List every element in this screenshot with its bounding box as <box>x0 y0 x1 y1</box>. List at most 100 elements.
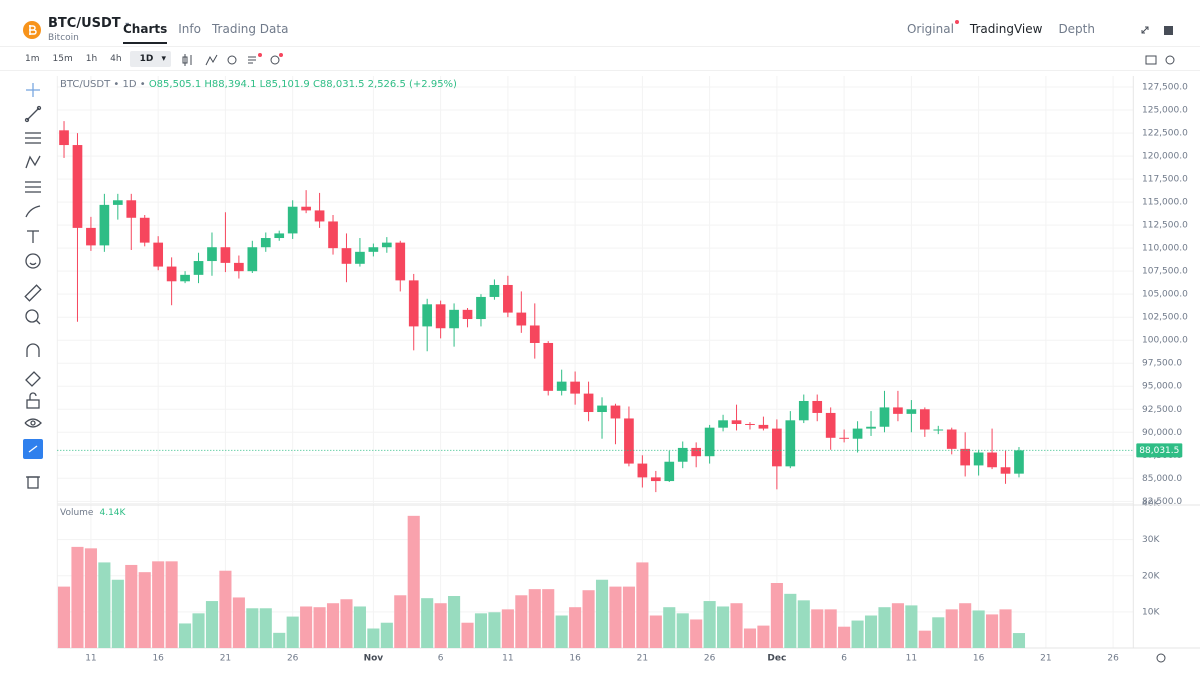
pair[interactable]: BTC/USDT ▾ <box>48 16 130 31</box>
tab[interactable]: Info <box>178 22 201 36</box>
volume-bar <box>219 570 232 648</box>
candle-body <box>220 247 231 263</box>
volume-bar <box>57 586 71 648</box>
volume-bar <box>891 603 904 648</box>
interval-selected[interactable]: 1D ▾ <box>129 51 171 67</box>
candle-body <box>798 400 809 421</box>
y-tick-label: 127,500.0 <box>1142 83 1188 93</box>
y-tick-label: 112,500.0 <box>1142 221 1188 231</box>
volume-bar <box>394 595 407 648</box>
link-icon <box>28 445 38 453</box>
header: BTC/USDT ▾ Bitcoin Charts Info Trading D… <box>0 0 1200 47</box>
pattern-tool[interactable] <box>25 155 41 169</box>
y-tick-label: 82,500.0 <box>1142 497 1182 507</box>
y-tick-label: 85,000.0 <box>1142 474 1182 484</box>
candle-body <box>381 242 392 248</box>
add-icon[interactable] <box>270 55 280 65</box>
plot-background <box>57 76 1134 648</box>
fullscreen-icon[interactable] <box>1164 26 1173 35</box>
candle-type-icon[interactable] <box>182 54 192 66</box>
magnet-tool[interactable] <box>26 343 40 357</box>
x-tick-label: 11 <box>85 654 96 664</box>
candle-body <box>355 251 365 264</box>
candle-body <box>758 424 769 429</box>
indicator-icon[interactable] <box>205 54 218 66</box>
lock-draw-tool[interactable] <box>25 371 41 387</box>
volume-bar <box>474 613 488 648</box>
volume-bar <box>380 622 393 648</box>
x-tick-label: 26 <box>287 654 299 664</box>
legend-low: L85,101.9 <box>259 79 310 90</box>
candle-body <box>449 309 459 329</box>
interval[interactable]: 15m <box>52 54 73 64</box>
candle-body <box>476 296 486 320</box>
volume-bar <box>972 610 985 648</box>
candle-body <box>368 247 379 252</box>
eye-tool[interactable] <box>24 418 42 428</box>
volume-bar <box>690 619 703 648</box>
pair-name: BTC/USDT <box>48 16 121 31</box>
y-tick-label: 125,000.0 <box>1142 106 1188 116</box>
volume-bar <box>192 613 205 648</box>
volume-bar <box>636 562 649 648</box>
candle-body <box>583 393 594 413</box>
volume-bar <box>205 601 219 648</box>
candle-body <box>422 304 433 327</box>
legend-symbol: BTC/USDT <box>60 79 111 90</box>
volume-bar <box>259 608 272 648</box>
x-tick-label: 26 <box>1107 654 1119 664</box>
volume-bar <box>609 586 622 648</box>
line-tool[interactable] <box>24 105 42 123</box>
snapshot-tools <box>1145 55 1175 65</box>
volume-bar <box>421 598 434 648</box>
volume-bar <box>770 583 783 648</box>
interval: 1D <box>139 54 154 64</box>
chart-tools <box>182 53 283 66</box>
candle-body <box>72 145 83 228</box>
view-tab[interactable]: Original <box>906 20 959 36</box>
text-tool[interactable] <box>27 230 39 243</box>
tab[interactable]: Trading Data <box>211 22 289 36</box>
delete-tool[interactable] <box>26 476 40 489</box>
candle-body <box>408 280 419 327</box>
candle-body <box>301 206 311 211</box>
settings-icon[interactable] <box>1156 653 1166 663</box>
emoji-tool[interactable] <box>25 253 41 269</box>
fib-tool[interactable] <box>25 181 41 193</box>
volume-bar <box>488 612 501 648</box>
interval[interactable]: 4h <box>110 54 122 64</box>
y-tick-label: 117,500.0 <box>1142 175 1188 185</box>
volume-bar <box>407 515 420 648</box>
interval[interactable]: 1h <box>85 54 98 64</box>
view-tab[interactable]: TradingView <box>969 22 1043 36</box>
lock-tool[interactable] <box>26 392 40 409</box>
volume-bar <box>555 615 568 648</box>
crosshair-tool[interactable] <box>26 83 40 97</box>
settings-icon[interactable] <box>1165 55 1175 65</box>
candle-body <box>946 429 957 449</box>
interval[interactable]: 1m <box>25 54 40 64</box>
volume-bar <box>784 593 797 648</box>
ruler-tool[interactable] <box>24 284 42 302</box>
tab[interactable]: Charts <box>123 22 168 44</box>
volume-bar <box>353 606 366 648</box>
zoom-tool[interactable] <box>25 309 41 325</box>
y-tick-label: 95,000.0 <box>1142 382 1182 392</box>
x-tick-label: 21 <box>1040 654 1051 664</box>
volume-bar <box>515 595 528 648</box>
brush-tool[interactable] <box>25 205 41 218</box>
expand-icon[interactable] <box>1141 26 1149 34</box>
volume-bar <box>434 603 447 648</box>
candle-body <box>973 452 984 466</box>
camera-icon[interactable] <box>1145 55 1157 65</box>
channel-tool[interactable] <box>25 132 41 144</box>
coin-name: Bitcoin <box>48 33 79 43</box>
candle-body <box>556 381 567 391</box>
view-tab[interactable]: Depth <box>1058 22 1095 36</box>
x-tick-label: 21 <box>637 654 648 664</box>
volume-bar <box>1012 633 1026 648</box>
refresh-icon[interactable] <box>227 55 237 65</box>
template-icon[interactable] <box>248 56 256 64</box>
volume-bar <box>649 615 662 648</box>
